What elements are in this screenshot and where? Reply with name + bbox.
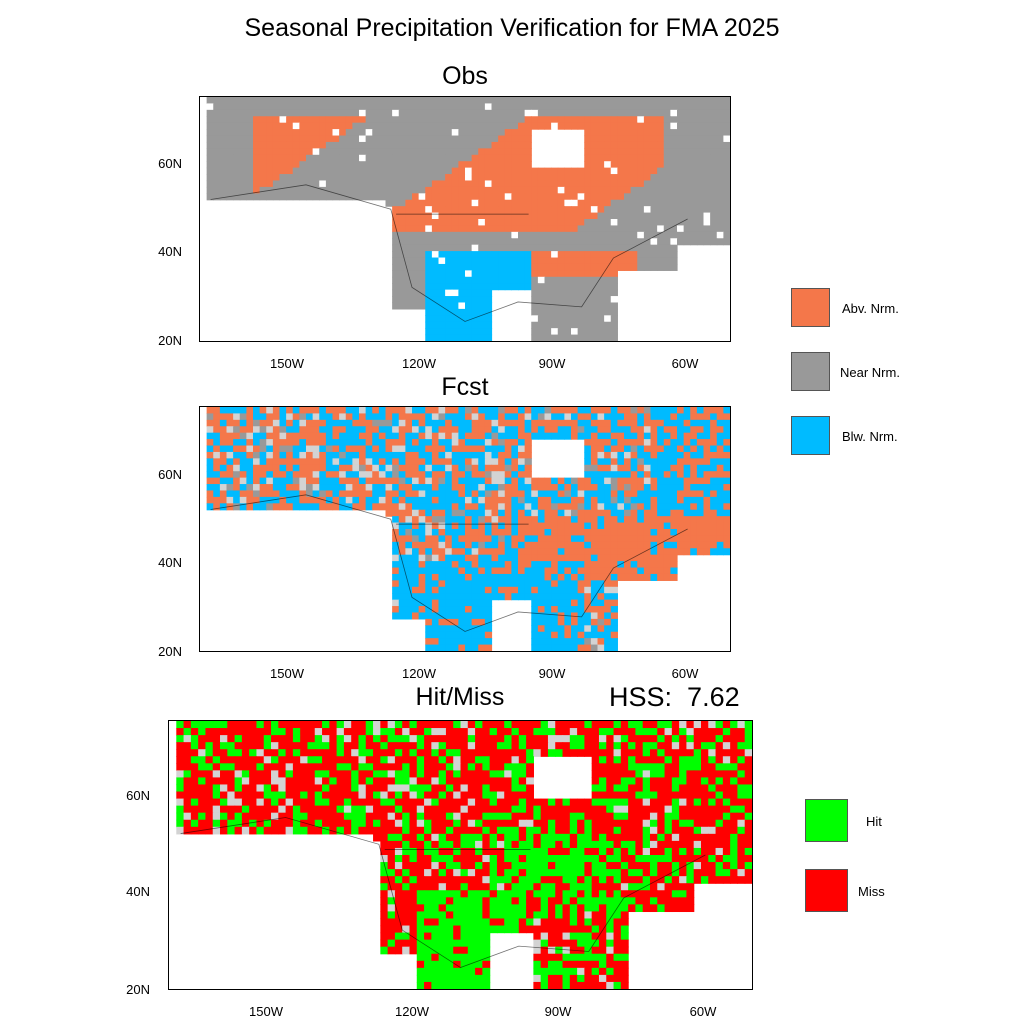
hitmiss-lat-label-20n: 20N [126,982,150,997]
obs-lon-label-120w: 120W [402,356,436,371]
legend-swatch-below [791,416,830,455]
obs-lat-label-20n: 20N [158,333,182,348]
hss-score: HSS: 7.62 [609,682,740,713]
legend-swatch-miss [805,869,848,912]
legend-swatch-near [791,352,830,391]
hitmiss-map [168,720,753,990]
fcst-lon-label-150w: 150W [270,666,304,681]
legend-swatch-above [791,288,830,327]
obs-lat-label-60n: 60N [158,156,182,171]
fcst-panel-title: Fcst [441,373,489,401]
legend-swatch-hit [805,799,848,842]
legend-label-hit: Hit [866,814,882,829]
legend-label-near: Near Nrm. [840,365,900,380]
hitmiss-lon-label-150w: 150W [249,1004,283,1019]
fcst-lat-label-40n: 40N [158,555,182,570]
hitmiss-lon-label-90w: 90W [544,1004,572,1019]
fcst-lat-label-20n: 20N [158,644,182,659]
obs-lon-label-150w: 150W [270,356,304,371]
fcst-lon-label-60w: 60W [671,666,699,681]
hitmiss-panel-title: Hit/Miss [415,683,505,711]
legend-label-below: Blw. Nrm. [842,429,898,444]
legend-label-miss: Miss [858,884,885,899]
obs-panel-title: Obs [442,62,488,90]
obs-map [199,96,731,342]
fcst-map [199,406,731,652]
hitmiss-lat-label-40n: 40N [126,884,150,899]
fcst-lon-label-90w: 90W [538,666,566,681]
fcst-lat-label-60n: 60N [158,467,182,482]
hitmiss-lon-label-60w: 60W [689,1004,717,1019]
hitmiss-lat-label-60n: 60N [126,788,150,803]
fcst-lon-label-120w: 120W [402,666,436,681]
hitmiss-lon-label-120w: 120W [395,1004,429,1019]
obs-lon-label-90w: 90W [538,356,566,371]
obs-lat-label-40n: 40N [158,244,182,259]
hss-value: 7.62 [687,682,740,712]
legend-label-above: Abv. Nrm. [842,301,899,316]
hss-label: HSS: [609,682,673,712]
figure-title: Seasonal Precipitation Verification for … [244,14,780,42]
obs-lon-label-60w: 60W [671,356,699,371]
